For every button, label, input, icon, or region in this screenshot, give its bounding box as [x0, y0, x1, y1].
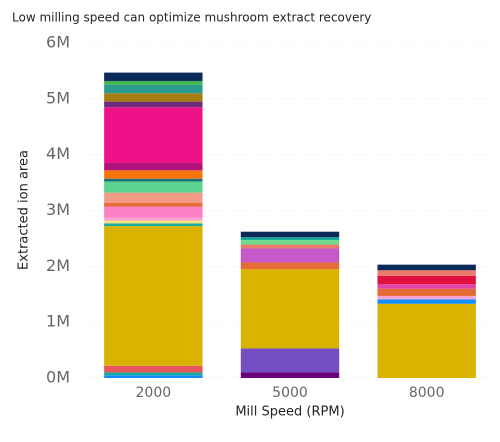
bar-segment [240, 240, 340, 245]
bar-segment [377, 275, 476, 285]
x-axis-title: Mill Speed (RPM) [235, 405, 344, 420]
bar-segment [104, 101, 203, 108]
bar-segment [104, 365, 203, 373]
chart-title: Low milling speed can optimize mushroom … [12, 11, 371, 25]
bar-segment [104, 93, 203, 102]
bar-segment [377, 270, 476, 276]
bar-segment [104, 372, 203, 376]
bar-segment [240, 262, 340, 270]
bar-segment [240, 237, 340, 241]
y-tick-label: 3M [46, 200, 70, 219]
bar-segment [240, 244, 340, 249]
y-tick-label: 0M [46, 368, 70, 387]
y-tick-label: 5M [46, 88, 70, 107]
bar-segment [104, 84, 203, 94]
bar-segment [104, 178, 203, 182]
y-axis-title: Extracted ion area [17, 150, 32, 270]
y-tick-label: 2M [46, 256, 70, 275]
bar-segment [377, 288, 476, 296]
bar-segment [240, 248, 340, 263]
bar-segment [104, 170, 203, 179]
bar-segment [104, 226, 203, 366]
y-tick-label: 4M [46, 144, 70, 163]
bar-segment [377, 303, 476, 378]
bar-segment [104, 206, 203, 218]
bar-segment [240, 348, 340, 373]
bar-segment [104, 223, 203, 227]
bar-segment [104, 202, 203, 207]
bar-segment [240, 231, 340, 238]
bar-segment [104, 80, 203, 85]
bar-segment [104, 163, 203, 171]
bar-segment [240, 269, 340, 349]
x-tick-label: 5000 [272, 385, 308, 401]
bar-segment [377, 284, 476, 289]
x-tick-label: 2000 [136, 385, 172, 401]
y-tick-label: 1M [46, 312, 70, 331]
bar-segment [104, 375, 203, 378]
bar-segment [240, 372, 340, 378]
bar-segment [104, 107, 203, 164]
bar-segment [104, 192, 203, 203]
bar-segment [377, 295, 476, 300]
bar-segment [104, 72, 203, 81]
x-tick-label: 8000 [409, 385, 445, 401]
bar-segment [104, 220, 203, 224]
bar-segment [377, 264, 476, 271]
bar-segment [104, 217, 203, 221]
bar-segment [377, 299, 476, 304]
y-tick-label: 6M [46, 33, 70, 52]
bar-segment [104, 181, 203, 193]
